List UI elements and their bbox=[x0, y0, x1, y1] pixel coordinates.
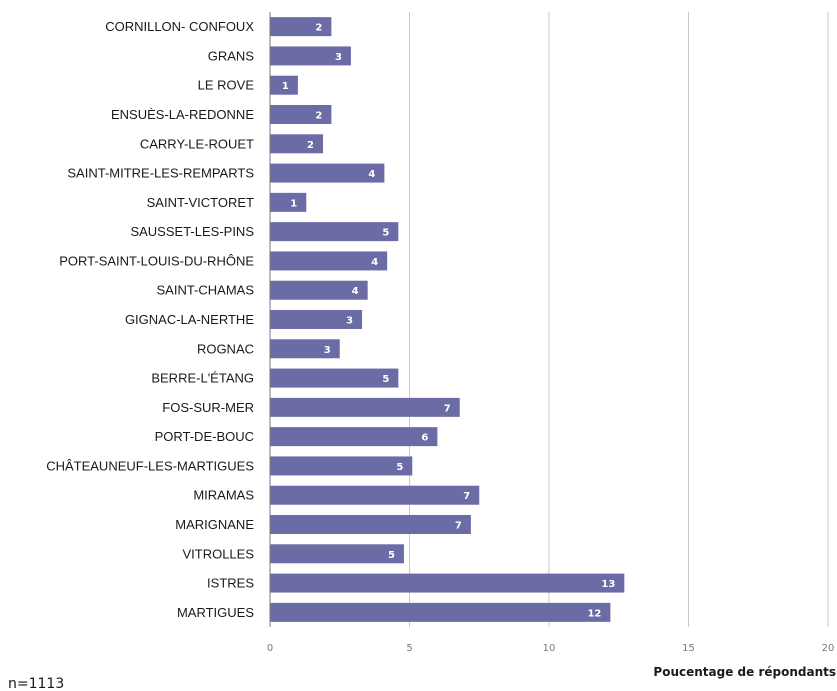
bar-value-label: 7 bbox=[455, 521, 462, 532]
x-tick-label: 0 bbox=[267, 643, 273, 654]
bar bbox=[270, 192, 307, 212]
bar bbox=[270, 456, 413, 476]
category-label: MARTIGUES bbox=[177, 605, 254, 620]
bar bbox=[270, 573, 625, 593]
bar-value-label: 5 bbox=[382, 374, 389, 385]
x-tick-label: 5 bbox=[406, 643, 412, 654]
x-tick-labels: 0 5 10 15 20 bbox=[267, 643, 835, 654]
bar bbox=[270, 280, 368, 300]
gridlines bbox=[409, 12, 829, 627]
bar-value-label: 4 bbox=[368, 169, 375, 180]
bar bbox=[270, 134, 324, 154]
bar-value-label: 3 bbox=[346, 316, 353, 327]
bar-value-label: 2 bbox=[307, 140, 314, 151]
category-label: CORNILLON- CONFOUX bbox=[105, 19, 254, 34]
bar-value-label: 5 bbox=[388, 550, 395, 561]
category-label: ROGNAC bbox=[197, 341, 254, 356]
bar-value-label: 7 bbox=[463, 491, 470, 502]
bar-value-label: 1 bbox=[290, 198, 297, 209]
category-labels: CORNILLON- CONFOUX GRANS LE ROVE ENSUÈS-LA-… bbox=[46, 19, 254, 620]
x-tick-label: 20 bbox=[822, 643, 835, 654]
bar-value-label: 7 bbox=[444, 403, 451, 414]
category-label: ISTRES bbox=[207, 576, 254, 591]
category-label: CARRY-LE-ROUET bbox=[140, 136, 254, 151]
bars bbox=[270, 17, 625, 622]
category-label: SAUSSET-LES-PINS bbox=[130, 224, 254, 239]
x-tick-label: 15 bbox=[682, 643, 695, 654]
x-tick-label: 10 bbox=[543, 643, 556, 654]
category-label: MARIGNANE bbox=[175, 517, 254, 532]
category-label: VITROLLES bbox=[182, 546, 254, 561]
bar bbox=[270, 602, 611, 622]
bar bbox=[270, 251, 388, 271]
bar bbox=[270, 339, 340, 359]
bar bbox=[270, 75, 298, 95]
bar-value-label: 5 bbox=[382, 228, 389, 239]
category-label: GIGNAC-LA-NERTHE bbox=[125, 312, 254, 327]
category-label: MIRAMAS bbox=[193, 488, 254, 503]
bar bbox=[270, 485, 480, 505]
bar-value-label: 1 bbox=[282, 81, 289, 92]
bar bbox=[270, 544, 404, 564]
category-label: BERRE-L'ÉTANG bbox=[151, 371, 254, 386]
bar-value-label: 4 bbox=[352, 286, 359, 297]
bar-value-label: 4 bbox=[371, 257, 378, 268]
bar bbox=[270, 17, 332, 37]
category-label: GRANS bbox=[208, 48, 255, 63]
bar-value-label: 3 bbox=[324, 345, 331, 356]
category-label: SAINT-MITRE-LES-REMPARTS bbox=[67, 166, 254, 181]
category-label: FOS-SUR-MER bbox=[162, 400, 254, 415]
category-label: LE ROVE bbox=[198, 78, 255, 93]
sample-size-note: n=1113 bbox=[8, 676, 64, 691]
bar bbox=[270, 427, 438, 447]
category-label: PORT-DE-BOUC bbox=[155, 429, 254, 444]
bar-value-label: 6 bbox=[421, 433, 428, 444]
bar bbox=[270, 397, 460, 417]
bar-value-label: 5 bbox=[396, 462, 403, 473]
bar bbox=[270, 368, 399, 388]
bar bbox=[270, 222, 399, 242]
bar bbox=[270, 515, 471, 534]
bar bbox=[270, 105, 332, 124]
category-label: ENSUÈS-LA-REDONNE bbox=[111, 107, 254, 122]
bar bbox=[270, 310, 363, 329]
category-label: CHÂTEAUNEUF-LES-MARTIGUES bbox=[46, 458, 254, 473]
category-label: SAINT-VICTORET bbox=[147, 195, 254, 210]
bar-value-label: 3 bbox=[335, 52, 342, 63]
bar-value-label: 12 bbox=[587, 608, 601, 619]
x-axis-title: Poucentage de répondants bbox=[653, 665, 836, 679]
bar bbox=[270, 46, 351, 66]
category-label: PORT-SAINT-LOUIS-DU-RHÔNE bbox=[59, 253, 254, 268]
bar bbox=[270, 163, 385, 183]
category-label: SAINT-CHAMAS bbox=[156, 283, 254, 298]
bar-value-label: 2 bbox=[315, 111, 322, 122]
bar-value-label: 2 bbox=[315, 23, 322, 34]
bar-value-label: 13 bbox=[601, 579, 615, 590]
